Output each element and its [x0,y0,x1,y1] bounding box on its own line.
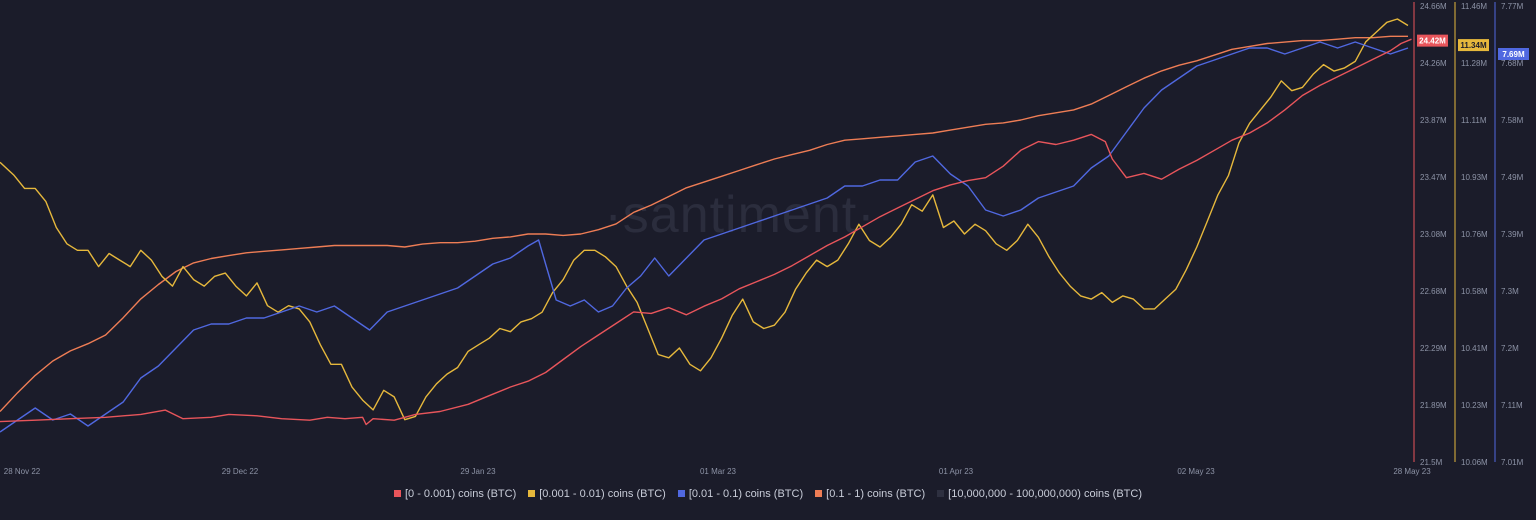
y-tick-label: 24.66M [1420,2,1447,11]
y-tick-label: 22.29M [1420,344,1447,353]
x-tick-label: 29 Jan 23 [460,467,496,476]
legend-label: [0.1 - 1) coins (BTC) [826,488,926,500]
last-value-badge [1458,39,1489,52]
x-tick-label: 28 May 23 [1393,467,1431,476]
legend-swatch [528,490,536,497]
y-tick-label: 22.68M [1420,287,1447,296]
series-line [0,18,1409,421]
y-tick-label: 10.23M [1461,401,1488,410]
legend-label: [10,000,000 - 100,000,000) coins (BTC) [948,488,1143,500]
last-value-label: 7.69M [1502,50,1525,59]
series-lines [0,18,1412,433]
legend-item[interactable]: [0.001 - 0.01) coins (BTC) [528,488,666,500]
legend-label: [0.001 - 0.01) coins (BTC) [539,488,666,500]
last-value-badges: 24.42M 11.34M 7.69M [1417,34,1529,60]
x-tick-label: 28 Nov 22 [4,467,41,476]
legend-swatch [937,490,945,497]
x-tick-label: 01 Mar 23 [700,467,737,476]
series-line [0,38,1412,426]
legend-item[interactable]: [0.1 - 1) coins (BTC) [815,488,925,500]
x-axis: 28 Nov 22 29 Dec 22 29 Jan 23 01 Mar 23 01 A… [4,467,1431,476]
x-tick-label: 29 Dec 22 [222,467,259,476]
y-tick-label: 7.58M [1501,116,1524,125]
y-tick-label: 10.76M [1461,230,1488,239]
legend: [0 - 0.001) coins (BTC) [0.001 - 0.01) co… [0,488,1536,500]
legend-label: [0 - 0.001) coins (BTC) [404,488,517,500]
y-tick-label: 7.3M [1501,287,1519,296]
legend-swatch [677,490,685,497]
last-value-label: 24.42M [1419,37,1446,46]
legend-swatch [815,490,823,497]
y-tick-label: 21.89M [1420,401,1447,410]
y-tick-label: 21.5M [1420,458,1443,467]
x-tick-label: 02 May 23 [1177,467,1215,476]
x-tick-label: 01 Apr 23 [939,467,974,476]
last-value-badge [1498,48,1529,60]
y-tick-label: 7.2M [1501,344,1519,353]
y-tick-label: 10.93M [1461,173,1488,182]
y-tick-label: 7.39M [1501,230,1524,239]
y-tick-label: 23.47M [1420,173,1447,182]
y-tick-label: 7.68M [1501,59,1524,68]
series-line [0,41,1409,433]
value-axes: 24.66M 24.26M 23.87M 23.47M 23.08M 22.68M 22.2… [1413,2,1524,467]
y-tick-label: 7.49M [1501,173,1524,182]
y-tick-label: 7.01M [1501,458,1524,467]
y-tick-label: 24.26M [1420,59,1447,68]
series-line [0,35,1408,412]
y-tick-label: 11.28M [1461,59,1487,68]
y-tick-label: 10.41M [1461,344,1488,353]
last-value-label: 11.34M [1460,41,1487,50]
legend-item[interactable]: [0 - 0.001) coins (BTC) [393,488,517,500]
legend-label: [0.01 - 0.1) coins (BTC) [688,488,804,500]
watermark: ·santiment· [604,186,875,244]
legend-swatch [393,490,401,497]
y-tick-label: 10.58M [1461,287,1488,296]
y-tick-label: 11.11M [1461,116,1487,125]
y-tick-label: 7.77M [1501,2,1524,11]
y-tick-label: 10.06M [1461,458,1488,467]
legend-item[interactable]: [10,000,000 - 100,000,000) coins (BTC) [937,488,1142,500]
y-tick-label: 23.87M [1420,116,1447,125]
y-tick-label: 7.11M [1501,401,1523,410]
y-tick-label: 11.46M [1461,2,1487,11]
last-value-badge [1417,34,1448,47]
legend-item[interactable]: [0.01 - 0.1) coins (BTC) [677,488,804,500]
y-tick-label: 23.08M [1420,230,1447,239]
